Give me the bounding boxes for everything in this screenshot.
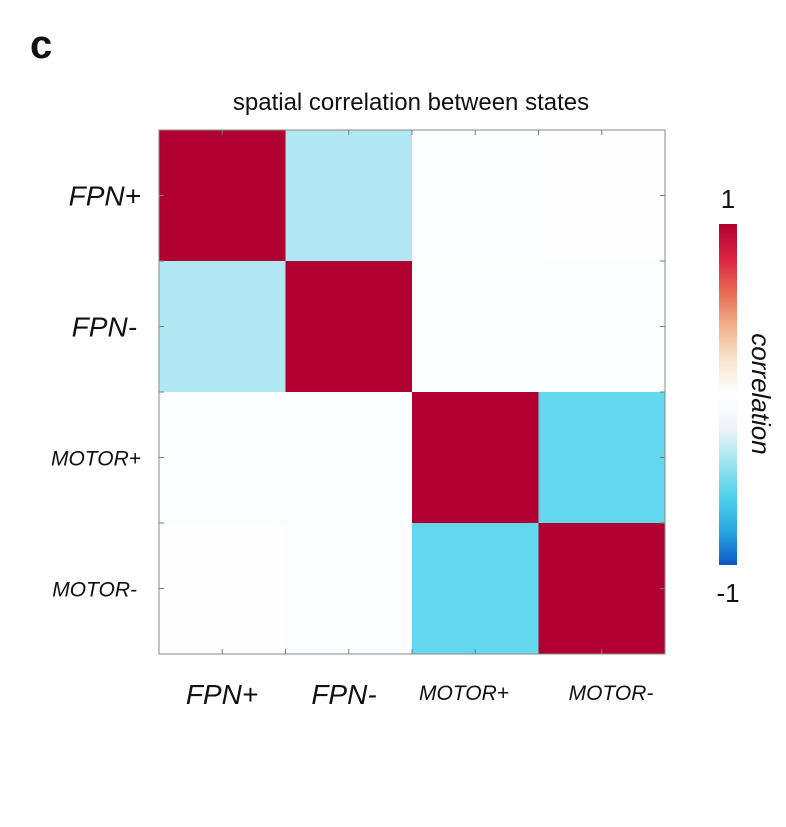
heatmap-cell-3-0 (159, 523, 286, 655)
colorbar-label: correlation (746, 333, 776, 454)
heatmap-cell-0-0 (159, 130, 286, 262)
heatmap-cell-2-3 (538, 392, 666, 524)
y-tick-label-0: FPN+ (69, 181, 141, 212)
heatmap-cells (159, 130, 666, 655)
y-axis-tick-labels: FPN+ FPN- MOTOR+ MOTOR- (51, 181, 141, 602)
plot-frame (158, 129, 666, 655)
axis-ticks (159, 130, 665, 654)
colorbar-min-label: -1 (716, 578, 739, 608)
y-tick-label-2: MOTOR+ (51, 448, 141, 471)
panel-label: c (30, 23, 52, 67)
x-tick-label-0: FPN+ (186, 679, 258, 710)
heatmap-cell-3-3 (538, 523, 666, 655)
x-tick-label-3: MOTOR- (569, 682, 654, 705)
heatmap-cell-0-3 (538, 130, 666, 262)
x-axis-tick-labels: FPN+ FPN- MOTOR+ MOTOR- (186, 679, 654, 710)
heatmap-cell-1-1 (285, 261, 413, 393)
x-tick-label-1: FPN- (311, 679, 376, 710)
heatmap-cell-1-0 (159, 261, 286, 393)
y-tick-label-3: MOTOR- (52, 579, 137, 602)
chart-title: spatial correlation between states (233, 89, 589, 116)
colorbar (719, 224, 737, 565)
heatmap-cell-0-2 (412, 130, 539, 262)
x-tick-label-2: MOTOR+ (419, 682, 509, 705)
heatmap-cell-2-0 (159, 392, 286, 524)
heatmap-cell-0-1 (285, 130, 413, 262)
y-tick-label-1: FPN- (72, 312, 137, 343)
heatmap-cell-3-2 (412, 523, 539, 655)
heatmap-cell-2-1 (285, 392, 413, 524)
heatmap-cell-2-2 (412, 392, 539, 524)
heatmap-cell-1-3 (538, 261, 666, 393)
heatmap-cell-3-1 (285, 523, 413, 655)
colorbar-max-label: 1 (721, 184, 735, 214)
heatmap-cell-1-2 (412, 261, 539, 393)
